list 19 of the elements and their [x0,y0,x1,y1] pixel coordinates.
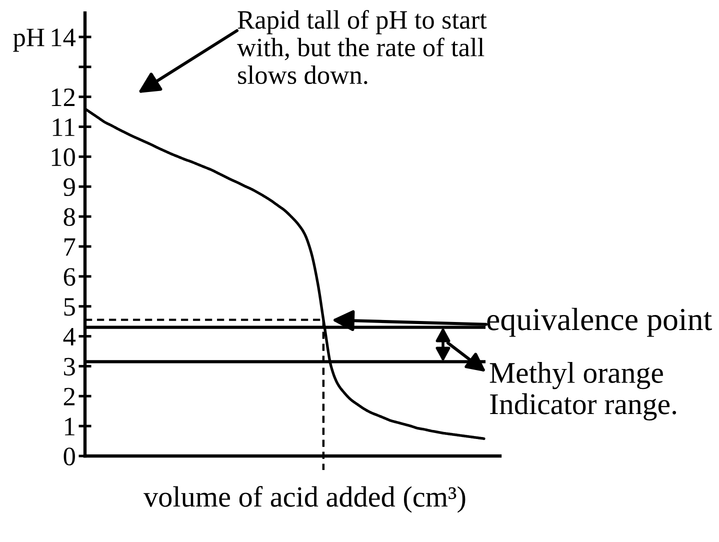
y-axis-title: pH [13,28,44,52]
x-axis-title: volume of acid added (cm³) [144,486,466,513]
text: Methyl orange Indicator range. [490,362,676,420]
y-tick-label: 14 [52,28,76,46]
y-tick-label: 8 [64,208,75,226]
text: equivalence point [487,308,712,337]
y-tick-label: 10 [52,148,75,166]
y-tick-label: 4 [63,328,76,346]
annotation: Rapid tall of pH to start with, but the rate of tall slows down. [237,10,487,84]
y-tick-label: 1 [65,418,74,436]
y-tick-label: 9 [64,178,75,196]
y-tick-label: 12 [52,88,75,106]
y-tick-label: 11 [52,118,74,136]
y-tick-label: 3 [64,358,75,376]
y-tick-label: 5 [64,298,75,316]
y-tick-label: 6 [64,268,76,286]
y-tick-label: 0 [64,448,75,466]
y-tick-label: 2 [64,388,75,406]
y-tick-label: 7 [64,238,76,256]
